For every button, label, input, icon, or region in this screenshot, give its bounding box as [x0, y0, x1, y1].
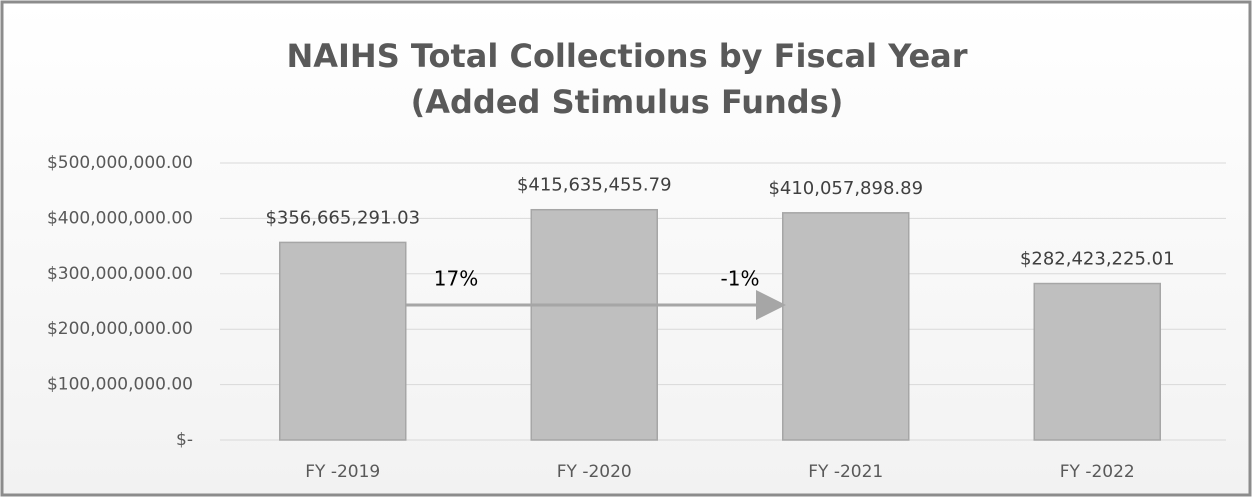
data-label: $410,057,898.89	[768, 178, 923, 199]
annotation: 17%	[434, 267, 478, 291]
x-tick-label: FY -2021	[808, 462, 883, 482]
bars: FY -2019 $356,665,291.03 FY -2020 $415,635,…	[265, 175, 1174, 482]
data-label: $282,423,225.01	[1020, 249, 1175, 270]
x-tick-label: FY -2020	[557, 462, 632, 482]
data-label: $356,665,291.03	[265, 207, 420, 228]
data-label: $415,635,455.79	[517, 175, 672, 196]
chart-title: NAIHS Total Collections by Fiscal Year	[286, 37, 967, 75]
y-tick-label: $-	[176, 430, 193, 450]
annotation: -1%	[721, 267, 760, 291]
y-tick-label: $400,000,000.00	[47, 208, 193, 228]
y-tick-label: $200,000,000.00	[47, 319, 193, 339]
x-tick-label: FY -2022	[1060, 462, 1135, 482]
y-tick-label: $100,000,000.00	[47, 375, 193, 395]
chart-title: (Added Stimulus Funds)	[411, 83, 844, 121]
bar	[279, 241, 407, 441]
x-tick-label: FY -2019	[305, 462, 380, 482]
grid: $- $100,000,000.00 $200,000,000.00 $300,000…	[47, 153, 1226, 450]
bar	[1033, 282, 1161, 441]
bar	[530, 208, 658, 441]
y-tick-label: $300,000,000.00	[47, 264, 193, 284]
y-tick-label: $500,000,000.00	[47, 153, 193, 173]
bar	[782, 212, 910, 441]
